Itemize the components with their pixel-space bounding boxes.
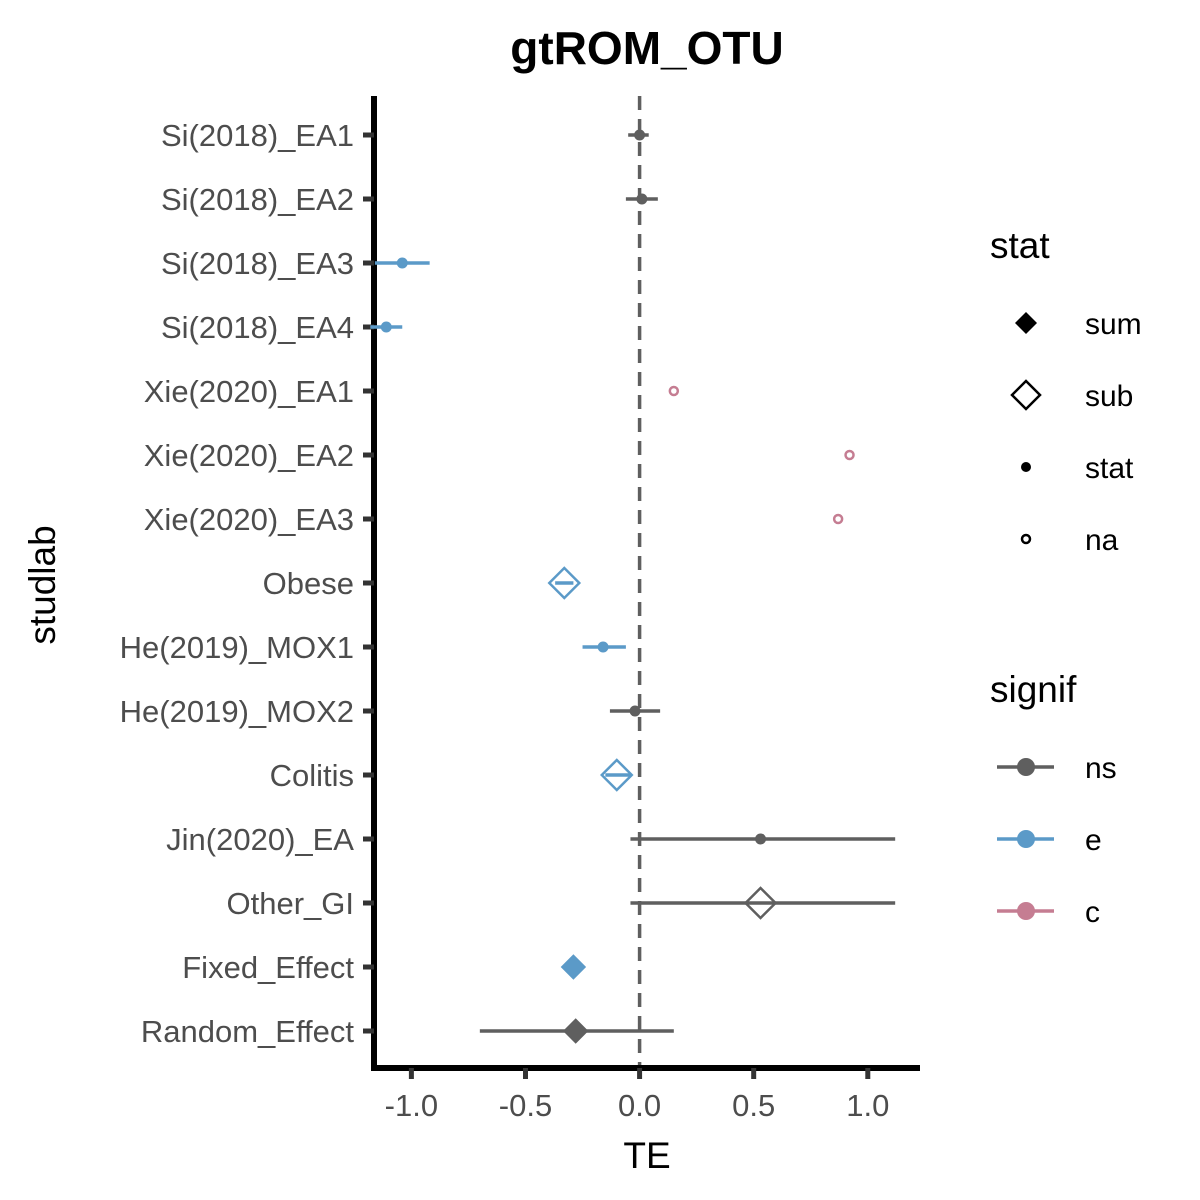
estimate-point-na (844, 449, 855, 461)
legend-key-dot (1017, 830, 1035, 848)
estimate-point (396, 257, 408, 269)
estimate-point-na (832, 513, 844, 525)
legend-key-stat (1021, 462, 1031, 472)
y-tick-label: Xie(2020)_EA3 (144, 502, 354, 537)
y-axis-title: studlab (22, 525, 63, 644)
y-tick-label: Xie(2020)_EA2 (144, 438, 354, 473)
estimate-point (597, 641, 609, 653)
legend-key-dot (1017, 758, 1035, 776)
x-tick-label: 0.5 (732, 1088, 775, 1123)
x-tick-label: -1.0 (385, 1088, 438, 1123)
estimate-point (634, 129, 646, 141)
y-tick-label: Si(2018)_EA1 (161, 118, 354, 153)
legend-label: c (1085, 896, 1100, 929)
legend-title-stat: stat (990, 225, 1050, 266)
y-tick-label: He(2019)_MOX2 (120, 694, 354, 729)
legend-key-sub (1010, 379, 1042, 411)
summary-diamond (560, 954, 587, 980)
y-tick-label: Other_GI (227, 886, 355, 921)
legend-key-sum (1015, 312, 1037, 334)
y-tick-label: Jin(2020)_EA (166, 822, 354, 857)
legend-label: na (1085, 524, 1119, 557)
y-tick-label: Si(2018)_EA4 (161, 310, 354, 345)
legend-key-dot (1017, 902, 1035, 920)
y-tick-label: Obese (263, 566, 354, 601)
legend-key-na (1020, 533, 1032, 545)
y-tick-label: He(2019)_MOX1 (120, 630, 354, 665)
legend-label: sum (1085, 308, 1142, 341)
y-tick-label: Random_Effect (141, 1014, 354, 1049)
summary-diamond (562, 1018, 589, 1044)
chart-title: gtROM_OTU (510, 22, 783, 74)
x-tick-label: -0.5 (499, 1088, 552, 1123)
legend-label: ns (1085, 752, 1117, 785)
x-tick-label: 0.0 (618, 1088, 661, 1123)
y-tick-label: Si(2018)_EA3 (161, 246, 354, 281)
y-tick-label: Fixed_Effect (182, 950, 354, 985)
x-axis-title: TE (623, 1135, 670, 1176)
estimate-point (380, 321, 392, 333)
subgroup-diamond (600, 758, 634, 792)
subgroup-diamond (743, 886, 778, 920)
subgroup-diamond (547, 566, 582, 600)
legend-label: sub (1085, 380, 1133, 413)
estimate-point (636, 193, 648, 205)
legend-title-signif: signif (990, 669, 1077, 710)
y-tick-label: Xie(2020)_EA1 (144, 374, 354, 409)
x-tick-label: 1.0 (846, 1088, 889, 1123)
estimate-point (629, 705, 641, 717)
plot-area: -1.0 -0.5 0.0 0.5 1.0 Si(2018)_EA1 Si(2018)_EA… (120, 96, 920, 1123)
y-tick-label: Colitis (270, 758, 354, 793)
y-tick-label: Si(2018)_EA2 (161, 182, 354, 217)
legend: stat sum sub stat na signif ns e c (990, 225, 1142, 929)
legend-label: e (1085, 824, 1102, 857)
legend-label: stat (1085, 452, 1134, 485)
estimate-point-na (668, 385, 680, 397)
estimate-point (755, 833, 767, 845)
